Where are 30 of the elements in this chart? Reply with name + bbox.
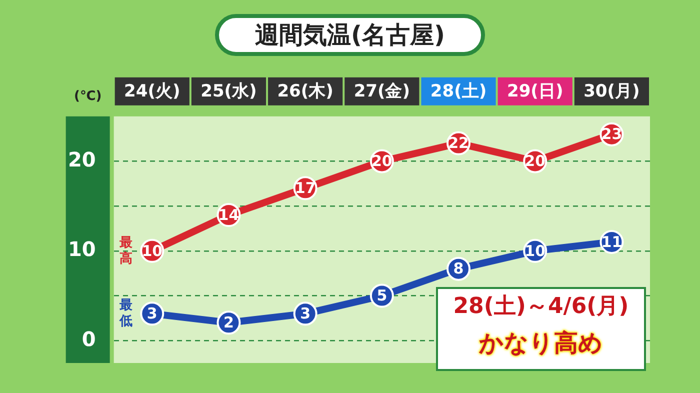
annotation: 28(土)～4/6(月)	[452, 293, 630, 321]
data-label: 2	[224, 314, 234, 332]
y-tick-label: 20	[68, 147, 96, 172]
data-label: 3	[146, 304, 158, 323]
data-label: 8	[453, 260, 464, 278]
data-label: 10	[524, 242, 546, 260]
x-tick-label: 29(日)	[507, 82, 564, 102]
y-axis-title: (℃)	[74, 88, 102, 104]
x-tick-label: 24(火)	[124, 82, 180, 102]
x-tick-label: 28(土)	[430, 82, 487, 102]
data-label: 10	[142, 242, 163, 260]
data-label: 17	[294, 179, 316, 198]
data-label: 20	[371, 152, 392, 170]
x-tick-label: 26(木)	[277, 82, 334, 102]
x-tick-label: 27(金)	[354, 82, 410, 102]
data-label: 23	[601, 125, 622, 144]
y-tick-label: 0	[82, 326, 96, 351]
data-label: 20	[524, 152, 546, 170]
data-label: 3	[300, 304, 311, 323]
data-label: 22	[448, 134, 469, 152]
data-label: 14	[218, 206, 240, 224]
series-label: 最高	[118, 235, 133, 266]
annotation: かなり高め	[478, 328, 604, 359]
chart-title: 週間気温(名古屋)	[215, 14, 485, 56]
x-tick-label: 30(月)	[584, 82, 640, 102]
series-label: 最低	[118, 298, 133, 330]
y-tick-label: 10	[68, 237, 96, 262]
x-tick-label: 25(水)	[200, 82, 257, 102]
data-label: 5	[376, 286, 388, 305]
data-label: 11	[601, 232, 622, 251]
